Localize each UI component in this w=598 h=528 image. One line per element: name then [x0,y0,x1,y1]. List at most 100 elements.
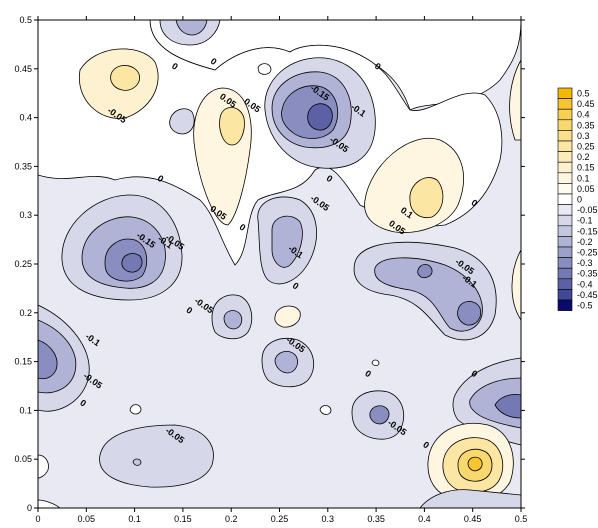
colorbar-label: 0.2 [577,152,590,162]
colorbar-label: 0 [577,195,582,205]
colorbar-swatch [557,140,573,152]
y-tick-label: 0.05 [14,454,32,464]
contour-region-white-pocket-3 [129,404,142,415]
contour-label: 0 [325,173,335,184]
contour-region-blue-right-middle-core [457,301,482,326]
colorbar-swatch [557,246,573,258]
contour-region-blue-lower-center-inner [369,405,390,425]
colorbar-swatch [557,172,573,184]
contour-region-white-pocket-1 [257,63,272,75]
contour-region-blue-bottom-right-edge [419,489,521,508]
x-tick-label: 0.2 [225,514,238,524]
y-tick-label: 0.4 [19,113,32,123]
colorbar-swatch [557,130,573,142]
y-tick-label: 0.15 [14,357,32,367]
x-tick-label: 0.35 [367,514,385,524]
contour-region-blue-left-lower-inner [38,339,58,380]
x-tick-label: 0.1 [128,514,141,524]
colorbar-swatch [557,267,573,280]
x-axis: 0 0.05 0.1 0.15 0.2 0.25 0.3 0.35 0.4 0.45 0.5 [35,16,527,524]
contour-label: 0 [238,222,248,233]
colorbar-label: 0.45 [577,99,595,109]
colorbar-label: -0.05 [577,205,598,215]
contour-label: 0 [291,280,301,291]
y-tick-label: 0.1 [19,405,32,415]
contour-label: 0 [469,197,479,208]
y-tick-label: 0.3 [19,210,32,220]
colorbar-label: 0.4 [577,110,590,120]
colorbar-swatch [557,119,573,131]
colorbar-label: -0.4 [577,279,593,289]
colorbar-swatch [557,193,573,205]
colorbar-swatch [557,161,573,174]
contour-region-blue-right-small [417,263,433,278]
x-tick-label: 0.3 [322,514,335,524]
colorbar-label: 0.05 [577,184,595,194]
colorbar-swatch [557,151,573,163]
colorbar-swatch [557,204,573,216]
colorbar-label: 0.25 [577,142,595,152]
contour-region-blue-right-middle-inner [374,257,483,332]
colorbar: 0.50.450.40.350.30.250.20.150.10.050-0.0… [557,87,598,311]
colorbar-label: 0.35 [577,120,595,130]
contour-region-yellow-bottom-right-core [467,456,483,472]
y-tick-label: 0 [27,503,32,513]
contour-field [38,20,521,508]
colorbar-swatch [557,108,573,121]
colorbar-label: -0.3 [577,258,593,268]
x-tick-label: 0.15 [174,514,192,524]
contour-region-white-pocket-5 [371,359,380,367]
colorbar-swatch [557,98,573,110]
contour-region-yellow-center-upper-inner [219,107,245,146]
colorbar-swatch [557,299,573,311]
colorbar-swatch [557,87,573,99]
colorbar-label: -0.1 [577,216,593,226]
x-tick-label: 0.05 [78,514,96,524]
contour-region-blue-upper-right-core [307,103,333,131]
colorbar-label: -0.45 [577,290,598,300]
y-tick-label: 0.35 [14,161,32,171]
contour-region-blue-bottom-left-small [132,458,142,466]
contour-label: 0 [363,368,373,379]
contour-label: 0 [78,398,88,409]
contour-region-yellow-upper-left-inner [110,65,140,91]
contour-region-blue-small-upper [169,108,195,135]
contour-region-blue-center-vertical-inner [271,215,303,268]
colorbar-swatch [557,257,573,269]
x-tick-label: 0.5 [515,514,528,524]
colorbar-label: -0.35 [577,269,598,279]
colorbar-label: -0.5 [577,301,593,311]
x-tick-label: 0.45 [464,514,482,524]
contour-region-blue-lower-right-inner [494,394,521,419]
contour-region-white-pocket-2 [274,305,301,328]
colorbar-label: -0.2 [577,237,593,247]
colorbar-swatch [557,183,573,195]
contour-label: 0 [469,368,479,379]
contour-label: 0 [185,305,195,316]
colorbar-swatch [557,225,573,237]
contour-region-blue-center-small-inner [223,310,243,330]
contour-region-yellow-right-edge [509,59,521,141]
y-tick-label: 0.5 [19,15,32,25]
x-tick-label: 0.25 [271,514,289,524]
contour-region-blue-left-core [121,253,143,273]
contour-region-white-pocket-7 [38,499,61,508]
x-tick-label: 0 [35,514,40,524]
y-axis: 0 0.05 0.1 0.15 0.2 0.25 0.3 0.35 0.4 0.45 0.5 [14,15,525,513]
y-tick-label: 0.25 [14,259,32,269]
contour-region-yellow-right-inner [409,177,444,219]
y-tick-label: 0.2 [19,308,32,318]
contour-region-white-pocket-6 [38,454,49,479]
x-tick-label: 0.4 [418,514,431,524]
colorbar-swatch [557,278,573,290]
colorbar-label: 0.5 [577,89,590,99]
colorbar-swatch [557,214,573,227]
colorbar-swatch [557,289,573,301]
y-tick-label: 0.45 [14,64,32,74]
contour-label: 0 [373,61,383,72]
colorbar-label: -0.15 [577,226,598,236]
contour-label: 0 [170,61,180,72]
contour-region-top-center-blue-inner [175,20,208,36]
colorbar-label: 0.3 [577,131,590,141]
